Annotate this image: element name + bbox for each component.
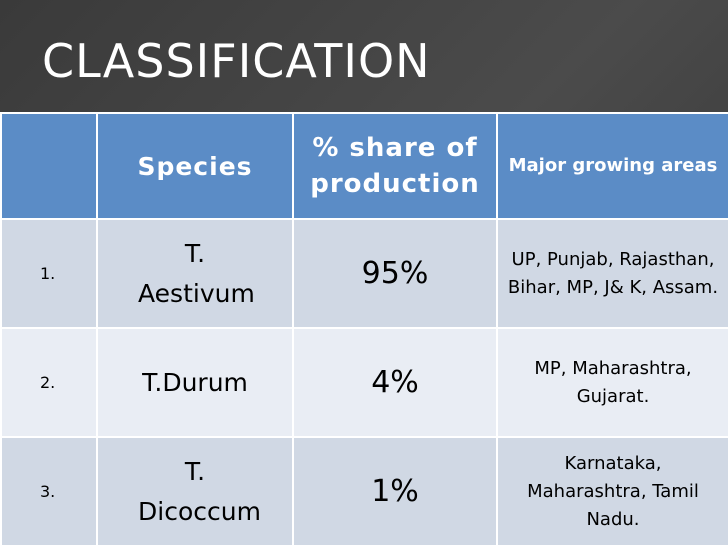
table-row: 2. T.Durum 4% MP, Maharashtra, Gujarat. [0,327,728,438]
table-cell: 2. [0,327,98,438]
table-cell: 95% [292,218,498,329]
table-cell: MP, Maharashtra, Gujarat. [496,327,728,438]
table-cell: 4% [292,327,498,438]
slide-title: CLASSIFICATION [42,34,431,88]
table: Species % share of production Major grow… [0,112,728,547]
table-cell: 1. [0,218,98,329]
table-row: 1. T. Aestivum 95% UP, Punjab, Rajasthan, B… [0,218,728,329]
table-cell: 3. [0,436,98,547]
header-row: Species % share of production Major grow… [0,112,728,220]
table-cell: Karnataka, Maharashtra, Tamil Nadu. [496,436,728,547]
header-cell: % share of production [292,112,498,220]
table-cell: T. Dicoccum [96,436,294,547]
header-cell: Species [96,112,294,220]
header-cell: Major growing areas [496,112,728,220]
table-cell: T. Aestivum [96,218,294,329]
table-cell: 1% [292,436,498,547]
header-cell [0,112,98,220]
table-cell: UP, Punjab, Rajasthan, Bihar, MP, J& K, … [496,218,728,329]
table-body: 1. T. Aestivum 95% UP, Punjab, Rajasthan, B… [0,218,728,547]
table-row: 3. T. Dicoccum 1% Karnataka, Maharashtra, T… [0,436,728,547]
table-header: Species % share of production Major grow… [0,112,728,220]
table-cell: T.Durum [96,327,294,438]
